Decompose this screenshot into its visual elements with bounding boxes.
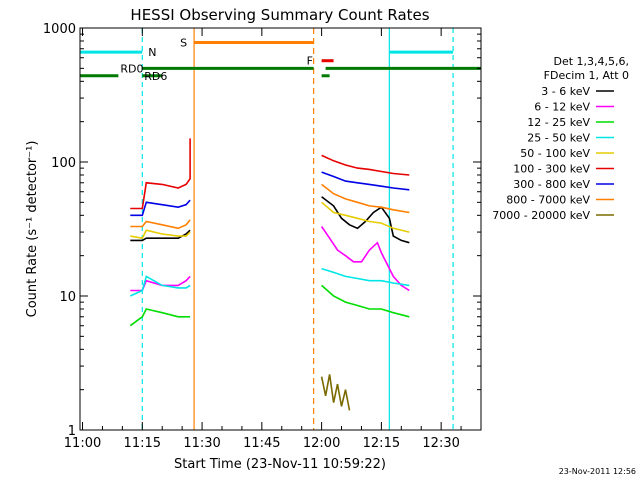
x-axis-label: Start Time (23-Nov-11 10:59:22) xyxy=(174,457,386,472)
series-line xyxy=(129,308,191,327)
x-tick-label: 11:45 xyxy=(243,436,280,451)
y-tick-label: 1 xyxy=(68,424,76,439)
legend-label: 25 - 50 keV xyxy=(527,132,590,145)
series-line xyxy=(320,226,410,292)
series-line xyxy=(321,196,410,244)
series-line xyxy=(130,219,191,230)
y-tick-label: 1000 xyxy=(43,22,76,37)
axes: 11:00 11:15 11:30 11:45 12:00 12:15 12:30 1 10 10… xyxy=(43,22,482,451)
y-tick-label: 100 xyxy=(51,156,76,171)
legend: Det 1,3,4,5,6,FDecim 1, Att 0 3 - 6 keV 6 … xyxy=(492,55,629,222)
series-50-100keV xyxy=(130,201,410,240)
series-line xyxy=(129,275,191,297)
legend-label: 6 - 12 keV xyxy=(534,101,590,114)
series-line xyxy=(130,229,191,240)
legend-label: 50 - 100 keV xyxy=(520,147,590,160)
y-tick-label: 10 xyxy=(59,290,76,305)
series-line xyxy=(321,154,410,176)
legend-label: 800 - 7000 keV xyxy=(506,194,590,207)
flag-label-n: N xyxy=(148,46,156,59)
x-tick-label: 12:30 xyxy=(422,436,459,451)
chart-title: HESSI Observing Summary Count Rates xyxy=(130,6,429,24)
series-line xyxy=(321,284,410,318)
series-line xyxy=(321,201,410,233)
series-800-7000keV xyxy=(130,183,410,230)
series-7000-20000keV xyxy=(320,374,351,411)
series-12-25keV xyxy=(129,284,410,327)
x-tick-label: 11:30 xyxy=(183,436,220,451)
legend-header: FDecim 1, Att 0 xyxy=(544,69,629,82)
series-line xyxy=(320,374,351,411)
legend-label: 3 - 6 keV xyxy=(541,85,590,98)
series-layer xyxy=(129,138,410,411)
plot-frame xyxy=(79,27,482,431)
series-line xyxy=(321,171,410,191)
series-line xyxy=(130,138,191,210)
series-3-6keV xyxy=(130,196,410,244)
flag-label-f: F xyxy=(307,55,313,68)
x-tick-label: 12:15 xyxy=(363,436,400,451)
series-line xyxy=(321,267,410,287)
series-line xyxy=(130,199,191,217)
x-tick-label: 12:00 xyxy=(303,436,340,451)
x-tick-label: 11:00 xyxy=(64,436,101,451)
timestamp: 23-Nov-2011 12:56 xyxy=(559,467,636,476)
series-line xyxy=(321,183,410,214)
legend-label: 100 - 300 keV xyxy=(513,163,590,176)
legend-header: Det 1,3,4,5,6, xyxy=(553,55,629,68)
flag-label-s: S xyxy=(180,36,187,49)
x-tick-label: 11:15 xyxy=(124,436,161,451)
series-25-50keV xyxy=(129,267,410,297)
series-line xyxy=(130,229,191,242)
series-100-300keV xyxy=(130,138,410,210)
flag-label-rd0: RD0 xyxy=(120,62,143,75)
y-axis-label: Count Rate (s⁻¹ detector⁻¹) xyxy=(25,141,40,318)
flag-label-rd6: RD6 xyxy=(144,70,167,83)
legend-label: 12 - 25 keV xyxy=(527,116,590,129)
legend-label: 7000 - 20000 keV xyxy=(492,209,590,222)
series-300-800keV xyxy=(130,171,410,217)
legend-label: 300 - 800 keV xyxy=(513,178,590,191)
